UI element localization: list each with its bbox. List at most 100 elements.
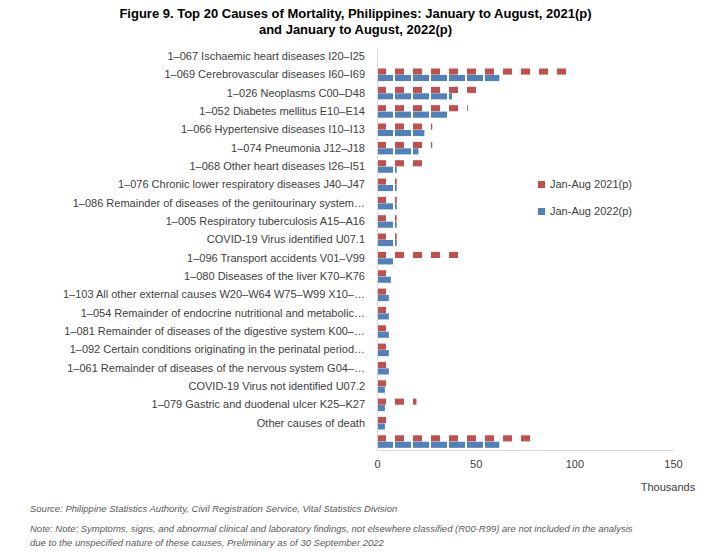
bar [377,350,389,356]
bars [377,68,570,447]
y-tick: 1–092 Certain conditions originating in … [70,343,377,355]
y-tick: 1–026 Neoplasms C00–D48 [227,87,377,99]
y-tick-label: 1–079 Gastric and duodenal ulcer K25–K27 [152,398,365,410]
y-tick-label: 1–026 Neoplasms C00–D48 [227,87,365,99]
y-tick: 1–079 Gastric and duodenal ulcer K25–K27 [152,398,377,410]
y-tick: 1–068 Other heart diseases I26–I51 [189,160,377,172]
bar [377,270,391,276]
chart-container: Figure 9. Top 20 Causes of Mortality, Ph… [0,0,711,560]
bar [377,325,391,331]
legend-swatch [538,208,545,215]
y-tick: COVID-19 Virus not identified U07.2 [189,380,378,392]
y-tick: 1–052 Diabetes mellitus E10–E14 [199,105,377,117]
y-tick-label: Other causes of death [257,417,365,429]
y-tick-label: 1–103 All other external causes W20–W64 … [63,288,365,300]
y-axis: 1–067 Ischaemic heart diseases I20–I25 1–… [63,49,378,451]
y-tick: 1–076 Chronic lower respiratory diseases… [118,178,377,190]
y-tick: Other causes of death [257,417,377,429]
bar [377,130,424,136]
y-tick-label: 1–096 Transport accidents V01–V99 [187,252,365,264]
legend: Jan-Aug 2021(p) Jan-Aug 2022(p) [538,178,632,217]
y-tick-label: 1–054 Remainder of endocrine nutritional… [81,307,365,319]
x-tick: 100 [566,450,584,470]
y-tick: 1–069 Cerebrovascular diseases I60–I69 [164,68,377,80]
y-tick: 1–054 Remainder of endocrine nutritional… [81,307,377,319]
y-tick-label: 1–080 Diseases of the liver K70–K76 [184,270,365,282]
y-tick-label: 1–005 Respiratory tuberculosis A15–A16 [166,215,365,227]
bar [377,399,416,405]
y-tick: COVID-19 Virus identified U07.1 [207,233,377,245]
bar [377,197,397,203]
x-axis: 0 50 100 150 [374,450,682,470]
x-tick: 0 [374,450,380,470]
bar [377,435,539,441]
bar [377,222,397,228]
plot-area: 0 50 100 150 1–067 Ischaemic heart diseases … [63,49,683,470]
bar [377,167,397,173]
annotation: Note: Note: Symptoms, signs, and abnorma… [30,523,633,534]
bar [377,148,418,154]
bar [377,87,482,93]
y-tick: 1–080 Diseases of the liver K70–K76 [184,270,377,282]
bar [377,380,387,386]
chart-svg: Figure 9. Top 20 Causes of Mortality, Ph… [0,0,711,560]
legend-label: Jan-Aug 2022(p) [550,205,632,217]
y-tick: 1–096 Transport accidents V01–V99 [187,252,377,264]
y-tick-label: COVID-19 Virus identified U07.1 [207,233,365,245]
bar [377,295,389,301]
y-tick-label: 1–061 Remainder of diseases of the nervo… [67,362,365,374]
y-tick-label: COVID-19 Virus not identified U07.2 [189,380,366,392]
y-tick-label: 1–052 Diabetes mellitus E10–E14 [199,105,365,117]
bar [377,368,389,374]
bar [377,307,389,313]
x-tick-label: 100 [566,458,584,470]
annotation: due to the unspecified nature of these c… [30,537,385,548]
bar [377,258,395,264]
x-axis-title: Thousands [641,481,696,493]
y-tick-label: 1–068 Other heart diseases I26–I51 [189,160,365,172]
annotation: Source: Philippine Statistics Authority,… [30,503,397,514]
bar [377,423,385,429]
y-tick-label: 1–067 Ischaemic heart diseases I20–I25 [167,50,365,62]
bar [377,252,462,258]
x-axis-line [378,450,674,451]
y-axis-line [377,49,378,451]
chart-title-line: and January to August, 2022(p) [259,22,452,37]
y-tick: 1–061 Remainder of diseases of the nervo… [67,362,377,374]
y-tick-label: 1–074 Pneumonia J12–J18 [231,142,365,154]
bar [377,142,432,148]
bar [377,313,389,319]
bar [377,93,452,99]
y-tick: 1–103 All other external causes W20–W64 … [63,288,377,300]
y-tick-label: 1–069 Cerebrovascular diseases I60–I69 [164,68,365,80]
y-tick-label: 1–092 Certain conditions originating in … [70,343,365,355]
bar [377,234,397,240]
bar [377,344,391,350]
bar [377,442,499,448]
bar [377,185,397,191]
bar [377,112,448,118]
bar [377,289,391,295]
bar [377,105,468,111]
bar [377,240,397,246]
y-tick-label: 1–076 Chronic lower respiratory diseases… [118,178,365,190]
y-tick: 1–086 Remainder of diseases of the genit… [73,197,377,209]
bar [377,362,389,368]
chart-title: Figure 9. Top 20 Causes of Mortality, Ph… [119,6,591,37]
legend-item: Jan-Aug 2021(p) [538,178,632,190]
x-tick-label: 50 [470,458,482,470]
y-tick-label: 1–086 Remainder of diseases of the genit… [73,197,365,209]
x-tick-label: 150 [664,458,682,470]
y-tick-label: 1–081 Remainder of diseases of the diges… [64,325,365,337]
bar [377,160,424,166]
legend-swatch [538,181,545,188]
x-tick-label: 0 [374,458,380,470]
y-tick: 1–081 Remainder of diseases of the diges… [64,325,377,337]
bar [377,203,397,209]
bar [377,332,389,338]
bar-series [377,68,570,441]
y-tick-label: 1–066 Hypertensive diseases I10–I13 [181,123,365,135]
y-tick: 1–005 Respiratory tuberculosis A15–A16 [166,215,377,227]
bar [377,68,570,74]
x-tick: 150 [664,450,682,470]
